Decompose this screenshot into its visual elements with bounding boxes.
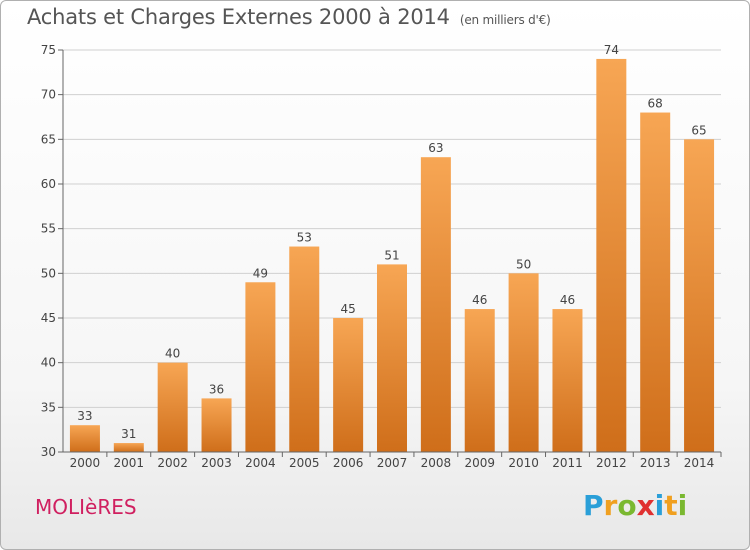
- bar-value-label: 74: [604, 43, 619, 57]
- x-tick-label: 2001: [114, 456, 145, 470]
- bar-value-label: 49: [253, 266, 268, 280]
- x-tick-label: 2005: [289, 456, 320, 470]
- logo-letter: P: [583, 489, 604, 522]
- x-tick-label: 2012: [596, 456, 627, 470]
- logo-letter: i: [677, 489, 688, 522]
- title-text: Achats et Charges Externes 2000 à 2014: [27, 5, 450, 29]
- bar-value-label: 46: [560, 293, 575, 307]
- chart-title: Achats et Charges Externes 2000 à 2014 (e…: [27, 5, 551, 29]
- bar: [508, 273, 539, 452]
- logo-letter: r: [603, 489, 618, 522]
- bar-value-label: 50: [516, 257, 531, 271]
- logo-letter: i: [654, 489, 665, 522]
- x-tick-label: 2006: [333, 456, 364, 470]
- x-tick-label: 2011: [552, 456, 583, 470]
- bar-value-label: 40: [165, 347, 180, 361]
- y-tick-label: 70: [41, 88, 56, 102]
- unit-label: (en milliers d'€): [459, 13, 551, 27]
- y-tick-label: 45: [41, 311, 56, 325]
- y-tick-label: 60: [41, 177, 56, 191]
- bar: [333, 318, 364, 452]
- bar: [464, 309, 495, 452]
- y-tick-label: 30: [41, 445, 56, 459]
- bar-value-label: 33: [77, 409, 92, 423]
- bar: [245, 282, 276, 452]
- x-tick-label: 2009: [464, 456, 495, 470]
- logo-letter: o: [617, 489, 637, 522]
- bar: [157, 362, 188, 452]
- x-tick-label: 2004: [245, 456, 276, 470]
- bar-value-label: 65: [691, 123, 706, 137]
- logo-letter: t: [664, 489, 678, 522]
- x-tick-label: 2003: [201, 456, 232, 470]
- y-tick-label: 35: [41, 400, 56, 414]
- bar-value-label: 31: [121, 427, 136, 441]
- x-tick-label: 2000: [70, 456, 101, 470]
- y-tick-label: 55: [41, 222, 56, 236]
- x-tick-label: 2014: [684, 456, 715, 470]
- bar: [596, 58, 627, 452]
- x-tick-label: 2002: [157, 456, 188, 470]
- bar: [420, 157, 451, 452]
- bar-value-label: 45: [340, 302, 355, 316]
- x-tick-label: 2013: [640, 456, 671, 470]
- bar: [377, 264, 407, 452]
- logo-letter: x: [636, 489, 655, 522]
- bar: [640, 112, 671, 453]
- bar-value-label: 46: [472, 293, 487, 307]
- y-tick-label: 75: [41, 43, 56, 57]
- bar: [113, 443, 144, 452]
- x-tick-label: 2007: [377, 456, 408, 470]
- bar-value-label: 53: [297, 231, 312, 245]
- bar-value-label: 36: [209, 382, 224, 396]
- bar: [201, 398, 232, 452]
- commune-name: MOLIèRES: [35, 495, 137, 519]
- bar: [289, 246, 320, 452]
- y-tick-label: 50: [41, 266, 56, 280]
- proxiti-logo: Proxiti: [583, 489, 687, 522]
- bar: [69, 425, 100, 452]
- x-tick-label: 2008: [421, 456, 452, 470]
- bar-value-label: 51: [384, 248, 399, 262]
- y-tick-label: 40: [41, 356, 56, 370]
- x-tick-label: 2010: [508, 456, 539, 470]
- bar-value-label: 68: [648, 97, 663, 111]
- y-tick-label: 65: [41, 132, 56, 146]
- bar: [684, 139, 715, 453]
- bar-value-label: 63: [428, 141, 443, 155]
- bar: [552, 309, 583, 452]
